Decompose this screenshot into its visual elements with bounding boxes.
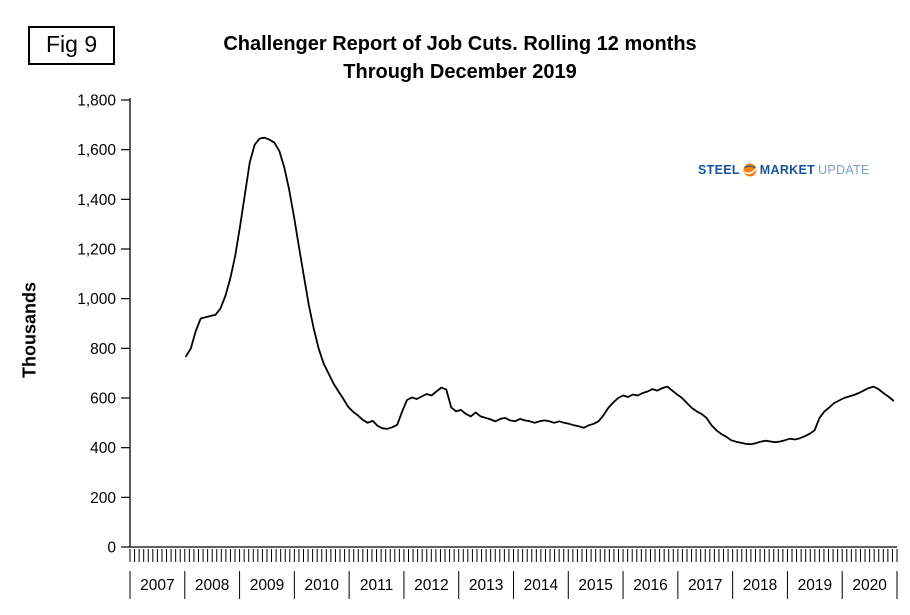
y-tick-label: 600 bbox=[90, 391, 116, 408]
y-tick-label: 1,000 bbox=[77, 291, 116, 308]
job-cuts-series-line bbox=[185, 136, 895, 446]
y-tick-label: 1,800 bbox=[77, 93, 116, 110]
logo-text-update: UPDATE bbox=[818, 163, 870, 177]
logo-text-steel: STEEL bbox=[698, 163, 740, 177]
x-tick-label: 2017 bbox=[688, 577, 722, 594]
x-tick-label: 2011 bbox=[360, 577, 393, 594]
y-tick-label: 1,200 bbox=[77, 242, 116, 259]
chart-title-line2: Through December 2019 bbox=[343, 61, 577, 83]
y-tick-label: 1,400 bbox=[77, 192, 116, 209]
globe-swoosh-icon bbox=[743, 163, 757, 177]
y-tick-label: 400 bbox=[90, 440, 116, 457]
x-tick-label: 2019 bbox=[798, 577, 832, 594]
x-tick-label: 2020 bbox=[852, 577, 887, 594]
x-tick-label: 2008 bbox=[195, 577, 229, 594]
x-tick-label: 2018 bbox=[743, 577, 777, 594]
x-tick-label: 2010 bbox=[305, 577, 340, 594]
y-tick-label: 1,600 bbox=[77, 142, 116, 159]
x-tick-label: 2007 bbox=[140, 577, 174, 594]
y-tick-label: 800 bbox=[90, 341, 116, 358]
chart-title-line1: Challenger Report of Job Cuts. Rolling 1… bbox=[223, 33, 697, 55]
logo-text-market: MARKET bbox=[759, 163, 816, 177]
x-tick-label: 2013 bbox=[469, 577, 503, 594]
figure-number-box: Fig 9 bbox=[28, 26, 116, 65]
x-tick-label: 2009 bbox=[250, 577, 284, 594]
steel-market-update-logo: STEEL MARKET UPDATE bbox=[698, 163, 870, 177]
figure-number-label: Fig 9 bbox=[46, 31, 98, 57]
chart-title: Challenger Report of Job Cuts. Rolling 1… bbox=[115, 30, 805, 86]
x-tick-label: 2016 bbox=[633, 577, 667, 594]
y-tick-label: 200 bbox=[90, 490, 116, 507]
y-tick-label: 0 bbox=[107, 540, 116, 557]
x-tick-label: 2014 bbox=[524, 577, 559, 594]
x-tick-label: 2015 bbox=[578, 577, 612, 594]
x-tick-label: 2012 bbox=[414, 577, 448, 594]
